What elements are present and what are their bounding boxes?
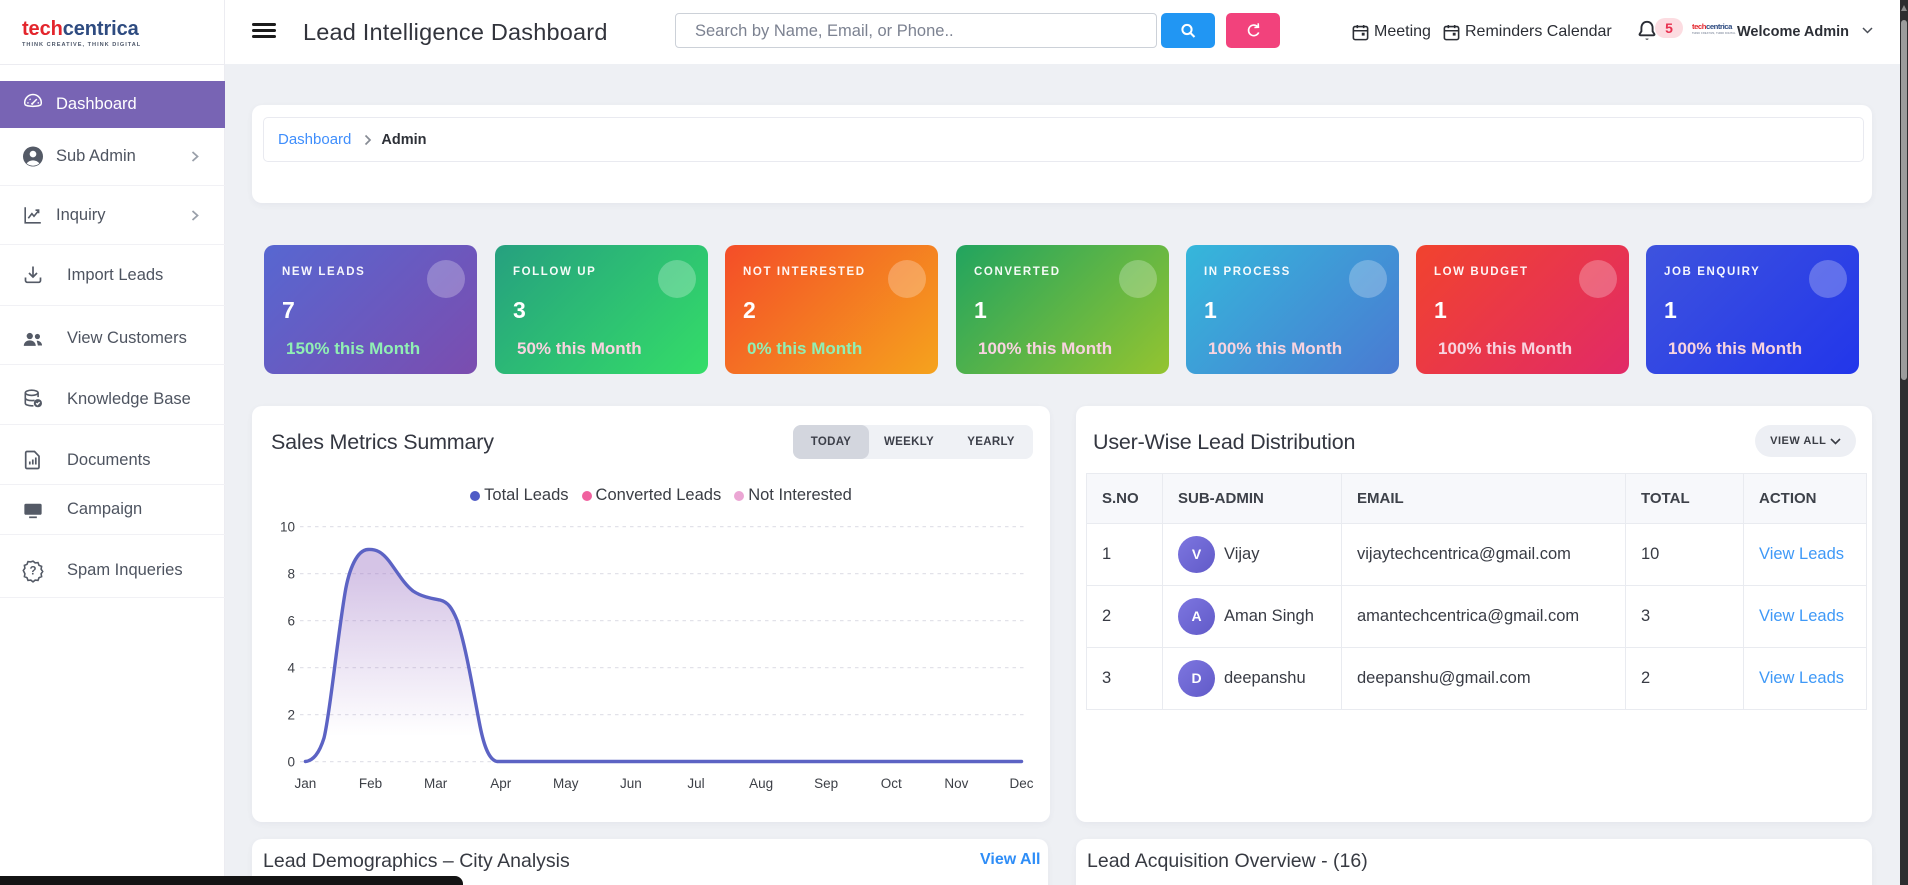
svg-text:Dec: Dec: [1009, 776, 1033, 791]
svg-text:8: 8: [287, 567, 295, 582]
svg-text:Jun: Jun: [620, 776, 642, 791]
svg-text:Sep: Sep: [814, 776, 838, 791]
svg-text:Jan: Jan: [295, 776, 317, 791]
svg-text:May: May: [553, 776, 579, 791]
svg-text:Oct: Oct: [881, 776, 902, 791]
svg-text:Jul: Jul: [687, 776, 704, 791]
svg-text:Aug: Aug: [749, 776, 773, 791]
svg-text:Feb: Feb: [359, 776, 382, 791]
svg-text:Mar: Mar: [424, 776, 448, 791]
svg-text:6: 6: [287, 614, 295, 629]
svg-text:?: ?: [29, 565, 36, 577]
svg-text:2: 2: [287, 708, 295, 723]
svg-text:Apr: Apr: [490, 776, 512, 791]
svg-text:10: 10: [280, 520, 295, 535]
svg-text:Nov: Nov: [944, 776, 968, 791]
svg-text:0: 0: [287, 755, 295, 770]
svg-text:4: 4: [287, 661, 295, 676]
